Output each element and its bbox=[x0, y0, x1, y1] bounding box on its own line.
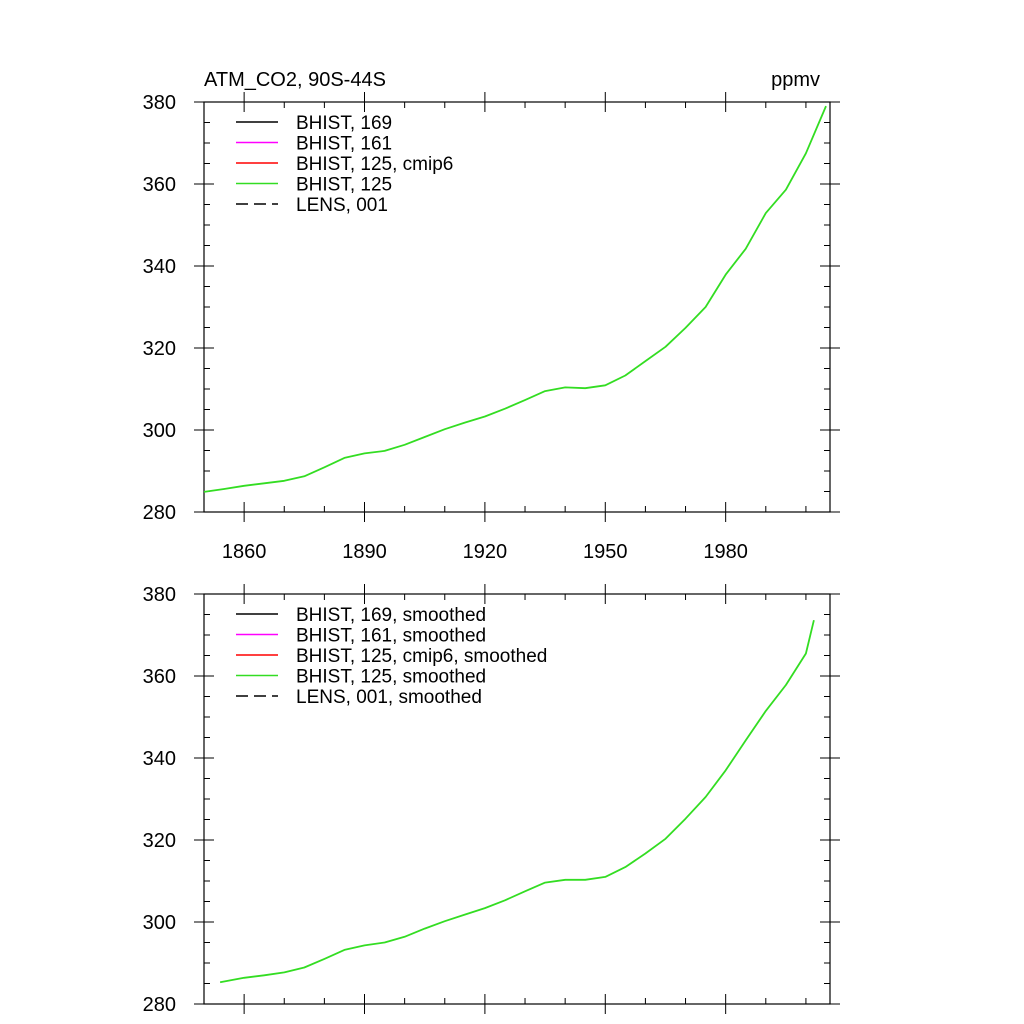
y-tick-label: 300 bbox=[143, 420, 176, 442]
x-tick-label: 1890 bbox=[342, 541, 387, 563]
y-tick-label: 320 bbox=[143, 830, 176, 852]
y-tick-label: 320 bbox=[143, 338, 176, 360]
y-tick-label: 360 bbox=[143, 666, 176, 688]
y-tick-label: 280 bbox=[143, 502, 176, 524]
chart-title-left: ATM_CO2, 90S-44S bbox=[204, 69, 386, 91]
legend-label: BHIST, 161 bbox=[296, 134, 392, 155]
y-tick-label: 280 bbox=[143, 994, 176, 1016]
x-tick-label: 1920 bbox=[463, 541, 508, 563]
legend-label: BHIST, 125, cmip6, smoothed bbox=[296, 646, 547, 667]
legend-label: LENS, 001 bbox=[296, 195, 388, 216]
legend-label: BHIST, 125 bbox=[296, 175, 392, 196]
y-tick-label: 300 bbox=[143, 912, 176, 934]
legend-label: BHIST, 161, smoothed bbox=[296, 626, 486, 647]
legend-label: BHIST, 169, smoothed bbox=[296, 605, 486, 626]
panel-top: 280 300 320 340 360 380 1860 1890 1920 1950 1980 BH… bbox=[143, 92, 840, 563]
x-tick-label: 1980 bbox=[703, 541, 748, 563]
y-tick-label: 360 bbox=[143, 174, 176, 196]
y-tick-label: 340 bbox=[143, 748, 176, 770]
y-tick-label: 380 bbox=[143, 92, 176, 114]
legend-label: LENS, 001, smoothed bbox=[296, 687, 482, 708]
legend-label: BHIST, 125, cmip6 bbox=[296, 154, 453, 175]
legend-label: BHIST, 125, smoothed bbox=[296, 667, 486, 688]
y-tick-label: 380 bbox=[143, 584, 176, 606]
series-line bbox=[219, 619, 815, 984]
chart-title-right: ppmv bbox=[771, 69, 820, 91]
series-line bbox=[203, 105, 827, 493]
y-tick-label: 340 bbox=[143, 256, 176, 278]
legend-label: BHIST, 169 bbox=[296, 113, 392, 134]
x-tick-label: 1950 bbox=[583, 541, 628, 563]
x-tick-label: 1860 bbox=[222, 541, 267, 563]
